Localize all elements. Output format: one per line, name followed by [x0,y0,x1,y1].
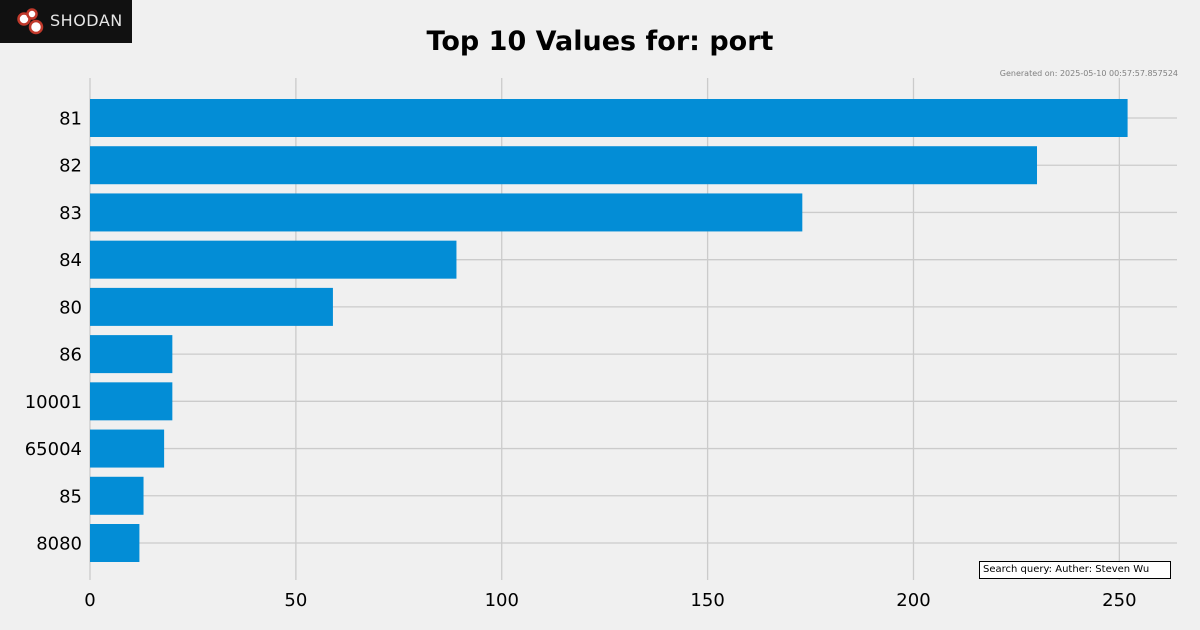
category-label: 65004 [25,439,82,460]
bar-8080[interactable] [90,524,140,562]
bar-10001[interactable] [90,382,173,421]
x-tick-label: 200 [896,590,930,611]
category-label: 84 [59,250,82,271]
bar-83[interactable] [90,193,803,232]
bar-81[interactable] [90,99,1128,137]
shodan-logo[interactable]: SHODAN [0,0,132,43]
x-tick-label: 50 [284,590,307,611]
bars [90,99,1128,562]
category-label: 10001 [25,392,82,413]
bar-65004[interactable] [90,429,165,468]
category-label: 8080 [36,534,82,555]
bar-80[interactable] [90,287,333,326]
shodan-logo-icon [17,8,44,35]
x-tick-label: 250 [1102,590,1136,611]
x-tick-label: 150 [690,590,724,611]
category-label: 80 [59,297,82,318]
category-label: 86 [59,345,82,366]
category-label: 83 [59,203,82,224]
x-tick-label: 100 [485,590,519,611]
bar-85[interactable] [90,476,144,515]
chart-title: Top 10 Values for: port [426,26,774,57]
shodan-logo-text: SHODAN [50,11,123,30]
category-label: 82 [59,156,82,177]
bar-86[interactable] [90,335,173,374]
category-labels: 81 82 83 84 80 86 10001 65004 85 8080 [25,109,82,555]
generated-timestamp: Generated on: 2025-05-10 00:57:57.857524 [999,69,1178,78]
category-label: 85 [59,486,82,507]
bar-84[interactable] [90,240,457,279]
x-tick-label: 0 [84,590,95,611]
x-tick-labels: 0 50 100 150 200 250 [84,590,1136,611]
bar-82[interactable] [90,146,1038,185]
category-label: 81 [59,109,82,130]
search-query-box: Search query: Auther: Steven Wu [979,561,1171,579]
